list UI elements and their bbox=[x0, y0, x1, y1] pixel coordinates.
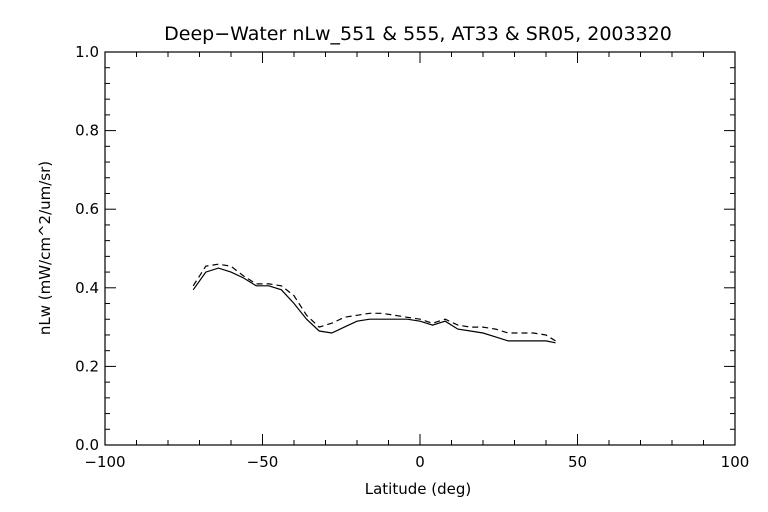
y-axis-label: nLw (mW/cm^2/um/sr) bbox=[36, 161, 54, 335]
plot-frame bbox=[104, 51, 736, 446]
y-tick-label: 0.0 bbox=[75, 436, 99, 454]
x-axis-label: Latitude (deg) bbox=[365, 480, 471, 498]
x-tick-label: −100 bbox=[84, 453, 125, 471]
y-tick-label: 0.8 bbox=[75, 122, 99, 140]
x-tick-label: −50 bbox=[247, 453, 279, 471]
chart-title: Deep−Water nLw_551 & 555, AT33 & SR05, 2… bbox=[164, 23, 672, 45]
x-tick-label: 100 bbox=[721, 453, 750, 471]
y-tick-label: 0.2 bbox=[75, 357, 99, 375]
axis-tick-labels: −100 −50 0 50 100 0.0 0.2 0.4 0.6 0.8 1.0 bbox=[75, 43, 749, 471]
axis-ticks bbox=[104, 51, 736, 446]
series-layer bbox=[192, 263, 556, 344]
x-tick-label: 0 bbox=[415, 453, 425, 471]
series-1-line bbox=[192, 267, 556, 344]
y-tick-label: 0.4 bbox=[75, 279, 99, 297]
series-2-line bbox=[192, 263, 556, 342]
y-tick-label: 1.0 bbox=[75, 43, 99, 61]
y-tick-label: 0.6 bbox=[75, 200, 99, 218]
x-tick-label: 50 bbox=[568, 453, 587, 471]
